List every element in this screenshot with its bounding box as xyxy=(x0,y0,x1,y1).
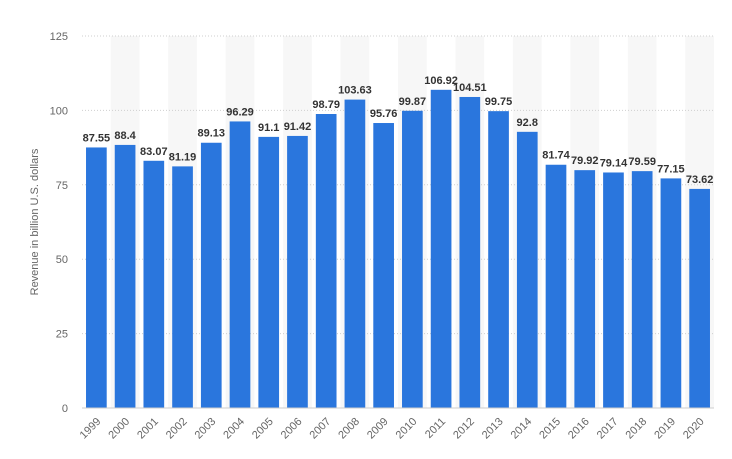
x-tick-label: 2014 xyxy=(509,416,535,442)
x-tick-label: 2003 xyxy=(193,416,219,442)
x-tick-label: 2018 xyxy=(624,416,650,442)
data-label: 95.76 xyxy=(370,108,398,120)
y-tick-label: 50 xyxy=(56,254,68,266)
x-tick-label: 2015 xyxy=(537,416,563,442)
bar xyxy=(689,188,710,408)
bar xyxy=(229,121,251,408)
x-tick-label: 2000 xyxy=(106,416,132,442)
bar xyxy=(172,166,193,408)
y-tick-label: 75 xyxy=(56,180,68,192)
x-tick-label: 2001 xyxy=(135,416,161,442)
bar xyxy=(430,89,452,408)
bar xyxy=(344,99,366,409)
y-tick-label: 0 xyxy=(62,403,68,415)
x-tick-label: 2002 xyxy=(164,416,190,442)
data-label: 91.42 xyxy=(284,121,312,133)
data-label: 79.14 xyxy=(600,157,628,169)
bar xyxy=(631,171,653,408)
bar xyxy=(516,131,538,408)
data-label: 103.63 xyxy=(338,85,372,97)
bar xyxy=(459,96,481,408)
data-label: 73.62 xyxy=(686,174,714,186)
data-label: 96.29 xyxy=(226,106,254,118)
bar xyxy=(488,111,509,409)
x-tick-label: 2004 xyxy=(221,416,247,442)
x-tick-label: 2013 xyxy=(480,416,506,442)
bar xyxy=(287,135,308,408)
bar xyxy=(574,170,596,408)
x-axis-ticks: 1999 2000 2001 2002 2003 2004 2005 2006 2007 2008… xyxy=(78,416,707,442)
bar xyxy=(402,110,423,409)
bar xyxy=(114,144,136,408)
x-tick-label: 2011 xyxy=(423,416,448,441)
data-label: 81.19 xyxy=(169,151,197,163)
x-tick-label: 2008 xyxy=(336,416,362,442)
y-tick-label: 125 xyxy=(50,31,68,43)
x-tick-label: 2016 xyxy=(566,416,592,442)
data-label: 77.15 xyxy=(657,163,685,175)
bar xyxy=(86,147,107,408)
data-label: 91.1 xyxy=(258,122,279,134)
x-tick-label: 2019 xyxy=(652,416,678,442)
x-tick-label: 1999 xyxy=(78,416,104,442)
data-label: 79.92 xyxy=(571,155,599,167)
y-axis-ticks: 0 25 50 75 100 125 xyxy=(50,31,68,415)
x-tick-label: 2007 xyxy=(308,416,334,442)
x-tick-label: 2009 xyxy=(365,416,391,442)
data-label: 98.79 xyxy=(312,99,340,111)
bar xyxy=(258,136,280,408)
x-tick-label: 2017 xyxy=(595,416,621,442)
bar xyxy=(373,123,394,408)
data-label: 87.55 xyxy=(83,132,111,144)
x-tick-label: 2012 xyxy=(451,416,477,442)
bars xyxy=(86,89,710,409)
bar xyxy=(603,172,624,408)
y-tick-label: 25 xyxy=(56,329,68,341)
data-label: 99.75 xyxy=(485,96,513,108)
data-label: 106.92 xyxy=(424,75,458,87)
bar xyxy=(143,160,165,408)
y-axis-label: Revenue in billion U.S. dollars xyxy=(29,148,41,295)
x-tick-label: 2005 xyxy=(250,416,276,442)
data-label: 81.74 xyxy=(542,150,570,162)
data-label: 89.13 xyxy=(198,128,226,140)
x-tick-label: 2006 xyxy=(279,416,305,442)
data-label: 104.51 xyxy=(453,82,487,94)
bar xyxy=(315,114,337,408)
data-label: 92.8 xyxy=(517,117,538,129)
y-tick-label: 100 xyxy=(50,105,68,117)
x-tick-label: 2010 xyxy=(394,416,420,442)
bar xyxy=(545,164,567,408)
bar xyxy=(200,142,222,408)
bar xyxy=(660,178,682,408)
data-label: 88.4 xyxy=(114,130,136,142)
x-tick-label: 2020 xyxy=(681,416,707,442)
data-label: 79.59 xyxy=(628,156,656,168)
data-label: 83.07 xyxy=(140,146,168,158)
data-label: 99.87 xyxy=(399,96,427,108)
